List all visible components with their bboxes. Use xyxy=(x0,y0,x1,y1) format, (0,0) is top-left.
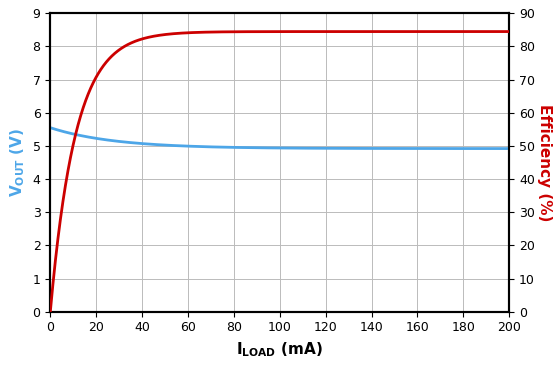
Y-axis label: $\mathbf{V_{OUT}}$ (V): $\mathbf{V_{OUT}}$ (V) xyxy=(8,128,27,197)
X-axis label: $\mathbf{I_{LOAD}}$ (mA): $\mathbf{I_{LOAD}}$ (mA) xyxy=(236,340,323,359)
Y-axis label: Efficiency (%): Efficiency (%) xyxy=(536,104,552,221)
